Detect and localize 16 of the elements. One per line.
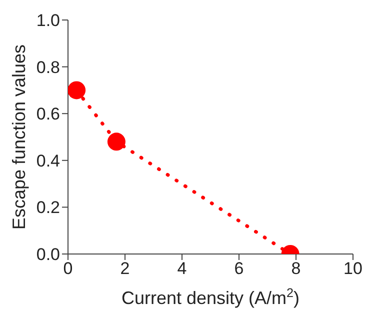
point	[68, 81, 86, 100]
x-tick-label: 4	[177, 259, 187, 278]
x-tick-label: 8	[291, 259, 301, 278]
y-tick-label: 1.0	[36, 11, 60, 30]
x-tick-label: 0	[63, 259, 73, 278]
x-tick-label: 10	[344, 259, 362, 278]
y-tick-label: 0.8	[36, 58, 60, 77]
y-axis-title: Escape function values	[9, 44, 29, 230]
y-tick-label: 0.4	[36, 151, 60, 170]
y-tick-label: 0.2	[36, 198, 60, 218]
y-tick-label: 0.0	[36, 245, 60, 264]
point	[107, 132, 126, 151]
x-tick-label: 6	[234, 259, 244, 278]
y-tick-label: 0.6	[36, 104, 60, 124]
x-tick-label: 2	[120, 259, 130, 278]
x-axis-title: Current density (A/m$^{2}$)	[121, 286, 300, 308]
